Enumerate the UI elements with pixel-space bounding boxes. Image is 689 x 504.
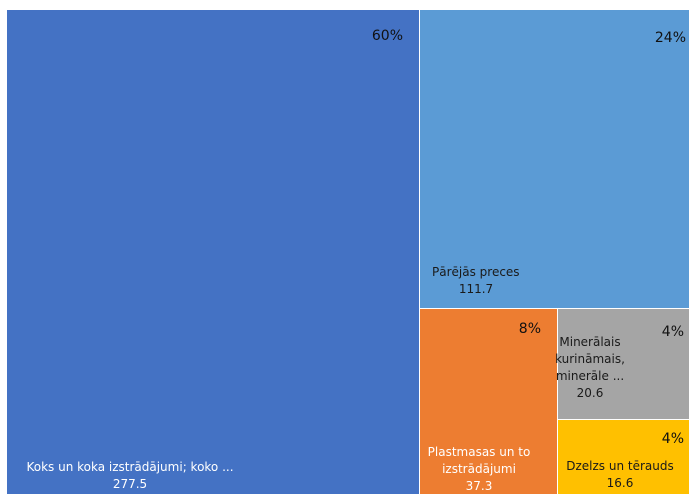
percent-label: 24% [655, 30, 686, 46]
treemap-rect [420, 309, 557, 494]
tile-name: izstrādājumi [442, 462, 516, 476]
percent-label: 4% [662, 431, 684, 447]
percent-label: 60% [372, 28, 403, 44]
treemap-rect [7, 10, 419, 494]
percent-label: 4% [662, 324, 684, 340]
tile-name: Dzelzs un tērauds [566, 459, 674, 473]
treemap-tile: 60% Koks un koka izstrādājumi; koko ... 27… [7, 10, 419, 494]
tile-value: 20.6 [577, 386, 604, 400]
tile-name: Minerālais [559, 335, 620, 349]
tile-value: 16.6 [607, 476, 634, 490]
tile-name: Plastmasas un to [428, 445, 531, 459]
treemap-rect [558, 420, 689, 494]
treemap-tile: 4% Dzelzs un tērauds 16.6 [558, 420, 689, 494]
tile-label: Plastmasas un to izstrādājumi 37.3 [428, 445, 531, 493]
tile-name: kurināmais, [555, 352, 625, 366]
tile-label: Dzelzs un tērauds 16.6 [566, 459, 674, 490]
tile-name: minerāle ... [556, 369, 624, 383]
treemap-tile: 24% Pārējās preces 111.7 [420, 10, 689, 308]
tile-label: Minerālais kurināmais, minerāle ... 20.6 [555, 335, 625, 400]
tile-label: Koks un koka izstrādājumi; koko ... 277.5 [26, 460, 233, 491]
treemap-tile: 8% Plastmasas un to izstrādājumi 37.3 [420, 309, 557, 494]
tile-label: Pārējās preces 111.7 [432, 265, 520, 296]
tile-value: 111.7 [459, 282, 493, 296]
tile-name: Koks un koka izstrādājumi; koko ... [26, 460, 233, 474]
treemap-tile: 4% Minerālais kurināmais, minerāle ... 20.6 [555, 309, 689, 419]
treemap-rect [420, 10, 689, 308]
tile-value: 277.5 [113, 477, 147, 491]
tile-name: Pārējās preces [432, 265, 520, 279]
percent-label: 8% [519, 321, 541, 337]
treemap-rect [558, 309, 689, 419]
tile-value: 37.3 [466, 479, 493, 493]
